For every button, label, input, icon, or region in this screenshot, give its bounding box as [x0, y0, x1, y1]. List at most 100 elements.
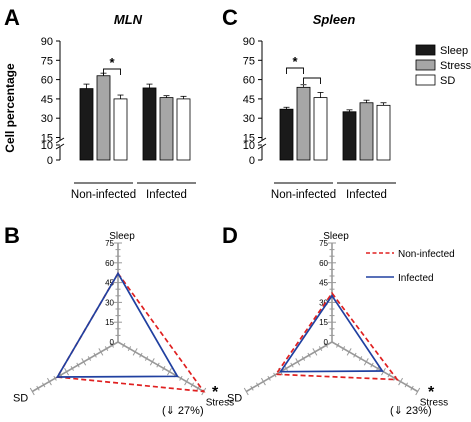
radar-tick — [29, 387, 35, 396]
significance-bracket — [303, 77, 321, 84]
y-tick-label: 75 — [243, 55, 255, 67]
radar-tick — [139, 352, 143, 358]
radar-tick — [295, 358, 301, 366]
radar-tick — [87, 356, 92, 361]
radar-tick — [376, 365, 380, 371]
radar-tick — [404, 382, 408, 388]
legend-swatch-sd — [415, 74, 436, 86]
radar-tick — [179, 375, 183, 381]
y-tick-label: 90 — [41, 36, 53, 48]
radar-tick — [312, 348, 318, 356]
bar — [159, 97, 174, 161]
radar-tick — [290, 362, 294, 368]
y-tick-label: 15 — [243, 133, 255, 145]
bar — [359, 102, 374, 161]
significance-star: * — [292, 54, 298, 69]
radar-series-non-infected — [274, 291, 399, 381]
group-label: Infected — [346, 189, 387, 201]
axis-break-mark — [55, 143, 65, 150]
radar-tick-label: 15 — [105, 318, 114, 327]
significance-star: * — [109, 55, 115, 70]
radar-tick — [196, 385, 200, 391]
radar-tick — [256, 382, 260, 388]
radar-tick-label: 75 — [105, 239, 114, 248]
annotation-b-text: (⇓ 27%) — [162, 405, 204, 417]
radar-tick — [122, 342, 126, 348]
bar — [296, 86, 311, 161]
radar-tick — [70, 365, 74, 371]
group-label: Non-infected — [271, 189, 336, 201]
radar-series-infected — [55, 271, 179, 378]
radar-tick — [324, 342, 328, 348]
radar-tick — [46, 377, 52, 386]
y-tick-label: 90 — [243, 36, 255, 48]
radar-tick — [363, 358, 369, 366]
axis-break-mark — [55, 137, 65, 144]
radar-series-infected — [278, 294, 384, 373]
radar-tick — [398, 377, 404, 386]
panel-letter-a: A — [4, 5, 20, 30]
bar — [376, 104, 391, 161]
radar-tick — [162, 365, 166, 371]
radar-tick — [144, 356, 149, 361]
radar-tick-label: 75 — [319, 239, 328, 248]
legend-label-stress: Stress — [440, 60, 471, 72]
radar-tick-label: 60 — [319, 259, 328, 268]
radar-tick — [156, 362, 160, 368]
significance-bracket — [103, 68, 121, 75]
y-tick-label: 0 — [249, 155, 255, 167]
radar-axis-label-sleep: Sleep — [109, 231, 135, 242]
radar-axis-label-sd: SD — [13, 393, 28, 405]
radar-tick — [336, 342, 340, 348]
axis-break-mark — [257, 143, 267, 150]
bar — [313, 97, 328, 161]
annotation-d-star: * — [428, 384, 435, 401]
radar-spoke — [245, 341, 333, 393]
group-label: Non-infected — [71, 189, 136, 201]
y-tick-label: 45 — [243, 94, 255, 106]
radar-tick — [110, 342, 114, 348]
radar-tick — [104, 346, 109, 352]
radar-axis-label-sd: SD — [227, 393, 242, 405]
y-axis-title: Cell percentage — [3, 63, 17, 153]
radar-tick — [346, 348, 352, 356]
radar-tick — [273, 372, 277, 378]
radar-tick-label: 60 — [105, 259, 114, 268]
y-tick-label: 60 — [41, 75, 53, 87]
panel-letter-b: B — [4, 223, 20, 248]
radar-tick — [76, 362, 80, 368]
radar-tick — [353, 352, 357, 358]
radar-axis-label-sleep: Sleep — [323, 231, 349, 242]
radar-tick-label: 0 — [110, 338, 115, 347]
radar-tick — [167, 367, 172, 376]
radar-tick — [250, 385, 254, 391]
legend-label-non-infected: Non-infected — [398, 249, 455, 260]
y-tick-label: 30 — [41, 113, 53, 125]
chart-title-mln: MLN — [114, 12, 143, 27]
radar-legend: Non-infected Infected — [366, 249, 455, 284]
group-label: Infected — [146, 189, 187, 201]
radar-tick — [267, 375, 271, 381]
radar-series-non-infected — [55, 271, 206, 393]
radar-tick-label: 0 — [324, 338, 329, 347]
y-tick-label: 0 — [47, 155, 53, 167]
radar-tick — [358, 356, 363, 361]
radar-tick — [301, 356, 306, 361]
radar-axis-label-stress: Stress — [420, 398, 448, 409]
y-tick-label: 10 — [41, 140, 53, 152]
radar-tick — [243, 387, 249, 396]
radar-tick — [149, 358, 155, 366]
radar-tick — [318, 346, 323, 352]
radar-tick — [260, 377, 266, 386]
radar-tick — [127, 346, 132, 352]
radar-tick — [307, 352, 311, 358]
radar-tick-label: 45 — [105, 279, 114, 288]
radar-tick — [341, 346, 346, 352]
radar-tick — [184, 377, 190, 386]
legend-label-infected: Infected — [398, 273, 434, 284]
radar-tick — [36, 385, 40, 391]
y-tick-label: 75 — [41, 55, 53, 67]
radar-tick-label: 30 — [105, 298, 114, 307]
